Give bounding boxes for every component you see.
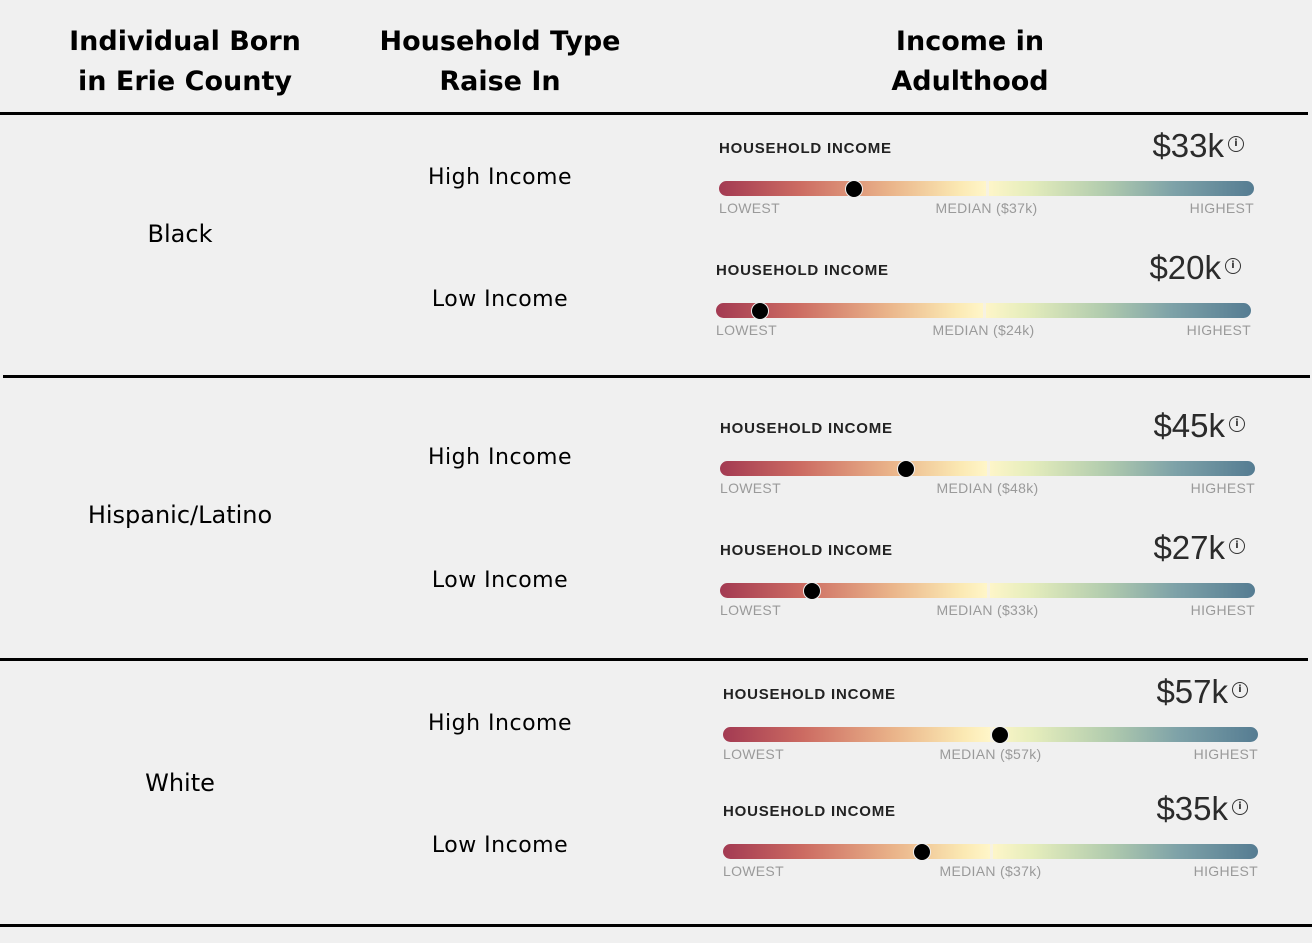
axis-median-label: MEDIAN ($37k) xyxy=(935,200,1038,216)
axis-lowest-label: LOWEST xyxy=(723,863,784,879)
axis-lowest-label: LOWEST xyxy=(720,480,781,496)
income-gradient-bar xyxy=(716,302,1251,320)
household-income-widget: HOUSEHOLD INCOME $57k i LOWEST MEDIAN ($57k)… xyxy=(723,673,1258,789)
median-tick xyxy=(986,583,990,598)
household-income-label: HOUSEHOLD INCOME xyxy=(716,262,889,279)
household-type-label: Low Income xyxy=(431,287,569,312)
axis-median-label: MEDIAN ($57k) xyxy=(939,746,1042,762)
median-tick xyxy=(989,844,993,859)
income-gradient-bar xyxy=(720,460,1255,478)
median-tick xyxy=(982,303,986,318)
axis-highest-label: HIGHEST xyxy=(1193,863,1258,879)
income-position-marker xyxy=(844,180,863,198)
info-circle-icon[interactable]: i xyxy=(1225,258,1241,274)
axis-lowest-label: LOWEST xyxy=(723,746,784,762)
household-income-widget: HOUSEHOLD INCOME $27k i LOWEST MEDIAN ($33k)… xyxy=(720,529,1255,645)
income-position-marker xyxy=(750,302,769,320)
header-line: Raise In xyxy=(439,66,561,97)
axis-highest-label: HIGHEST xyxy=(1190,480,1255,496)
household-type-label: High Income xyxy=(427,711,572,736)
axis-lowest-label: LOWEST xyxy=(720,602,781,618)
household-type-label: Low Income xyxy=(431,568,569,593)
table-bottom-divider xyxy=(0,924,1312,927)
header-income-adulthood: Income in Adulthood xyxy=(800,22,1140,102)
median-tick xyxy=(986,461,990,476)
header-line: Household Type xyxy=(379,26,621,57)
header-divider xyxy=(0,112,1308,115)
household-type-label: High Income xyxy=(427,445,572,470)
race-label-hispanic-latino: Hispanic/Latino xyxy=(87,501,273,529)
income-gradient-bar xyxy=(723,843,1258,861)
household-income-label: HOUSEHOLD INCOME xyxy=(719,140,892,157)
header-line: Individual Born xyxy=(69,26,301,57)
household-income-label: HOUSEHOLD INCOME xyxy=(723,803,896,820)
income-value: $35k xyxy=(1156,790,1228,827)
header-line: Income in xyxy=(895,26,1045,57)
header-line: Adulthood xyxy=(891,66,1049,97)
axis-lowest-label: LOWEST xyxy=(719,200,780,216)
income-gradient-bar xyxy=(720,582,1255,600)
axis-lowest-label: LOWEST xyxy=(716,322,777,338)
income-value: $27k xyxy=(1153,529,1225,566)
group-divider xyxy=(0,658,1308,661)
household-income-label: HOUSEHOLD INCOME xyxy=(723,686,896,703)
income-position-marker xyxy=(990,726,1009,744)
income-value: $57k xyxy=(1156,673,1228,710)
axis-highest-label: HIGHEST xyxy=(1189,200,1254,216)
axis-median-label: MEDIAN ($48k) xyxy=(936,480,1039,496)
household-income-label: HOUSEHOLD INCOME xyxy=(720,542,893,559)
income-position-marker xyxy=(912,843,931,861)
info-circle-icon[interactable]: i xyxy=(1228,136,1244,152)
income-gradient-bar xyxy=(723,726,1258,744)
household-income-widget: HOUSEHOLD INCOME $20k i LOWEST MEDIAN ($24k)… xyxy=(716,249,1251,365)
household-type-label: Low Income xyxy=(431,833,569,858)
axis-highest-label: HIGHEST xyxy=(1190,602,1255,618)
header-individual-born: Individual Born in Erie County xyxy=(40,22,330,102)
income-value: $33k xyxy=(1152,127,1224,164)
axis-median-label: MEDIAN ($33k) xyxy=(936,602,1039,618)
info-circle-icon[interactable]: i xyxy=(1229,416,1245,432)
household-type-label: High Income xyxy=(427,165,572,190)
household-income-label: HOUSEHOLD INCOME xyxy=(720,420,893,437)
axis-median-label: MEDIAN ($24k) xyxy=(932,322,1035,338)
header-line: in Erie County xyxy=(78,66,292,97)
group-divider xyxy=(3,375,1310,378)
axis-highest-label: HIGHEST xyxy=(1193,746,1258,762)
axis-median-label: MEDIAN ($37k) xyxy=(939,863,1042,879)
household-income-widget: HOUSEHOLD INCOME $33k i LOWEST MEDIAN ($37k)… xyxy=(719,127,1254,243)
race-label-white: White xyxy=(145,769,215,797)
info-circle-icon[interactable]: i xyxy=(1229,538,1245,554)
household-income-widget: HOUSEHOLD INCOME $35k i LOWEST MEDIAN ($37k)… xyxy=(723,790,1258,906)
income-position-marker xyxy=(896,460,915,478)
income-value: $20k xyxy=(1149,249,1221,286)
median-tick xyxy=(985,181,989,196)
info-circle-icon[interactable]: i xyxy=(1232,799,1248,815)
household-income-widget: HOUSEHOLD INCOME $45k i LOWEST MEDIAN ($48k)… xyxy=(720,407,1255,523)
income-gradient-bar xyxy=(719,180,1254,198)
axis-highest-label: HIGHEST xyxy=(1186,322,1251,338)
income-position-marker xyxy=(802,582,821,600)
income-value: $45k xyxy=(1153,407,1225,444)
info-circle-icon[interactable]: i xyxy=(1232,682,1248,698)
race-label-black: Black xyxy=(147,220,213,248)
header-household-type: Household Type Raise In xyxy=(350,22,650,102)
